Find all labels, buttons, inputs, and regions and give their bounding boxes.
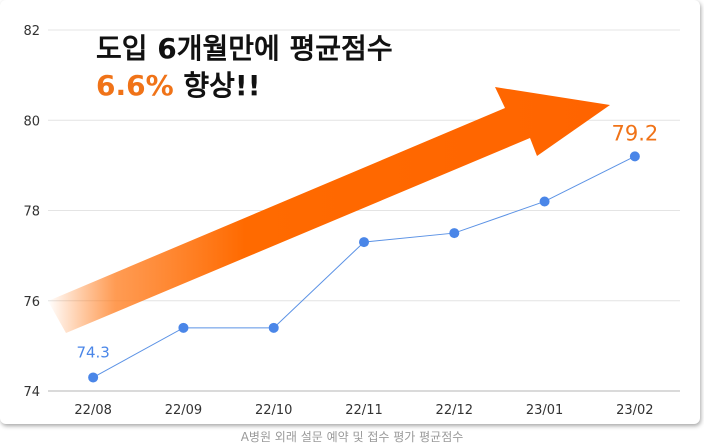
y-tick-label: 74: [23, 385, 40, 400]
annotation-highlight: 6.6%: [96, 69, 174, 102]
x-tick-label: 22/10: [255, 403, 292, 418]
data-point: [629, 151, 640, 162]
y-tick-label: 78: [23, 205, 40, 220]
x-tick-label: 23/01: [526, 403, 563, 418]
data-point: [449, 228, 460, 239]
data-label-last: 79.2: [611, 121, 658, 145]
data-point: [359, 237, 369, 248]
line-chart: 74 76 78 80 82 22/08 22/09 22/10 22/11 22/12 23/01…: [23, 24, 680, 418]
chart-caption: A병원 외래 설문 예약 및 접수 평가 평균점수: [240, 430, 464, 444]
chart-annotation: 도입 6개월만에 평균점수 6.6% 향상!!: [96, 30, 393, 104]
x-tick-label: 22/12: [436, 403, 473, 418]
data-point: [268, 322, 279, 333]
annotation-rest: 향상!!: [173, 69, 261, 102]
y-tick-label: 82: [23, 24, 40, 39]
data-label-first: 74.3: [76, 343, 109, 361]
x-tick-label: 22/11: [345, 403, 382, 418]
y-tick-label: 80: [23, 114, 40, 129]
annotation-line-2: 6.6% 향상!!: [96, 68, 393, 104]
x-tick-label: 22/08: [74, 403, 111, 418]
x-tick-label: 22/09: [165, 403, 202, 418]
chart-card: 74 76 78 80 82 22/08 22/09 22/10 22/11 22/12 23/01…: [23, 24, 680, 418]
y-tick-label: 76: [23, 295, 40, 310]
data-point: [178, 322, 189, 333]
data-point: [539, 196, 550, 207]
data-point: [88, 372, 99, 383]
annotation-line-1: 도입 6개월만에 평균점수: [96, 32, 393, 65]
x-tick-label: 23/02: [616, 403, 653, 418]
trend-arrow: [48, 87, 610, 333]
